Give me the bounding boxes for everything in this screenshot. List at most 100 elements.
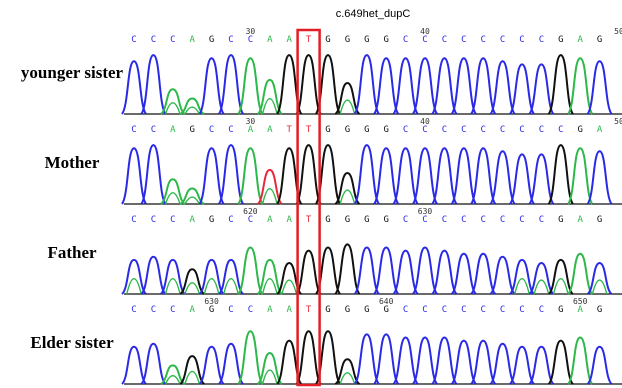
chromatogram-peak <box>256 258 283 295</box>
base-call-letter: C <box>461 215 466 225</box>
sample-label: younger sister <box>21 63 124 82</box>
base-call-letter: G <box>325 215 330 225</box>
chromatogram-peak <box>450 147 477 205</box>
secondary-peak <box>552 277 569 295</box>
base-call-letter: G <box>325 305 330 315</box>
base-call-letter: G <box>383 215 388 225</box>
position-tick-label: 650 <box>573 297 588 306</box>
chromatogram-peak <box>179 355 205 385</box>
chromatogram-peak <box>489 150 516 205</box>
chromatogram-peak <box>373 246 400 295</box>
base-call-letter: G <box>325 35 330 45</box>
position-tick-label: 630 <box>418 207 433 216</box>
position-tick-label: 40 <box>420 117 430 126</box>
base-call-letter: G <box>209 305 214 315</box>
base-call-letter: C <box>170 215 175 225</box>
sample-label: Mother <box>45 153 100 172</box>
base-call-letter: G <box>558 215 563 225</box>
base-call-letter: C <box>422 215 427 225</box>
secondary-peak <box>533 279 550 295</box>
chromatogram-peak <box>586 345 613 385</box>
chromatogram-peak <box>567 57 594 115</box>
secondary-peak <box>261 277 278 295</box>
chromatogram-peak <box>509 345 535 385</box>
base-call-letter: C <box>228 35 233 45</box>
chromatogram-peak <box>392 336 419 385</box>
base-call-letter: A <box>597 125 603 135</box>
base-call-letter: T <box>306 35 312 45</box>
chromatogram-peak <box>257 351 283 385</box>
position-tick-label: 30 <box>246 27 256 36</box>
chromatogram-peak <box>237 330 264 385</box>
base-call-letter: C <box>500 35 505 45</box>
base-call-letter: C <box>500 305 505 315</box>
base-call-letter: C <box>170 35 175 45</box>
chromatogram-peak <box>160 178 186 205</box>
chromatogram-peak <box>295 54 322 115</box>
base-call-letter: C <box>228 125 233 135</box>
base-call-letter: C <box>480 215 485 225</box>
chromatogram-peak <box>586 60 613 115</box>
chromatogram-peak <box>450 252 477 295</box>
variant-title: c.649het_dupC <box>336 8 411 20</box>
chromatogram-peak <box>218 144 244 205</box>
secondary-peak <box>261 369 278 385</box>
chromatogram-peak <box>160 364 186 385</box>
base-call-letter: C <box>519 125 524 135</box>
chromatogram-peak <box>412 246 438 295</box>
chromatogram-peak <box>412 57 438 115</box>
base-call-letter: G <box>345 215 350 225</box>
chromatogram-peak <box>392 57 419 115</box>
position-tick-label: 630 <box>204 297 219 306</box>
base-call-letter: A <box>170 125 176 135</box>
chromatogram-peak <box>470 252 497 295</box>
base-call-letter: G <box>597 305 602 315</box>
chromatogram-peak <box>509 258 535 295</box>
chromatogram-peak <box>412 147 438 205</box>
base-call-letter: G <box>345 125 350 135</box>
chromatogram-peak <box>547 144 574 205</box>
chromatogram-peak <box>334 243 361 295</box>
secondary-peak <box>339 372 356 385</box>
position-tick-label: 620 <box>243 207 258 216</box>
base-call-letter: A <box>577 35 583 45</box>
chromatogram-peak <box>431 336 458 385</box>
chromatogram-peak <box>198 345 225 385</box>
base-call-letter: A <box>577 305 583 315</box>
chromatogram-peak <box>528 345 555 385</box>
base-call-letter: T <box>306 215 312 225</box>
chromatogram-peak <box>353 54 380 115</box>
base-call-letter: C <box>519 215 524 225</box>
secondary-peak <box>261 97 278 115</box>
base-call-letter: C <box>480 305 485 315</box>
base-call-letter: G <box>364 125 369 135</box>
chromatogram-peak <box>373 57 400 115</box>
secondary-peak <box>261 187 278 205</box>
chromatogram-peak <box>179 187 205 205</box>
base-call-letter: G <box>364 305 369 315</box>
chromatogram-peak <box>373 147 400 205</box>
chromatogram-panels: younger sister 30 40 50 C C C A G C C A A T G G G G C C C C C C… <box>21 27 622 385</box>
base-call-letter: G <box>364 35 369 45</box>
chromatogram-peak <box>431 147 458 205</box>
secondary-peak <box>184 196 201 205</box>
chromatogram-peak <box>237 246 264 295</box>
chromatogram-peak <box>121 345 147 385</box>
base-call-letter: A <box>286 215 292 225</box>
base-call-letter: C <box>558 125 563 135</box>
chromatogram-peak <box>489 255 516 295</box>
chromatogram-peak <box>567 252 594 295</box>
chromatogram-peak <box>295 249 322 295</box>
chromatogram-panel: Elder sister 630 640 650 C C C A G C C A A T G G G G C C C C C… <box>30 297 622 385</box>
base-call-letter: C <box>209 125 214 135</box>
secondary-peak <box>164 102 181 115</box>
secondary-peak <box>184 370 201 385</box>
base-call-letter: C <box>480 35 485 45</box>
position-tick-label: 40 <box>420 27 430 36</box>
chromatogram-peak <box>334 81 361 115</box>
chromatogram-peak <box>256 168 283 205</box>
base-call-letter: G <box>558 35 563 45</box>
base-call-letter: A <box>286 35 292 45</box>
chromatogram-peak <box>470 147 497 205</box>
